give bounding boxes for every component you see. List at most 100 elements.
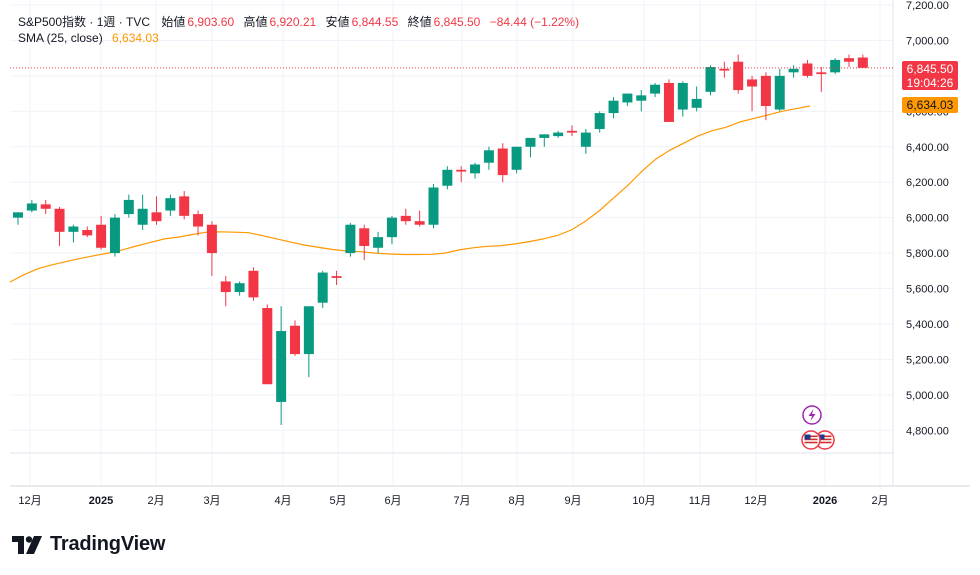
candle-body: [123, 199, 134, 215]
candle-body: [386, 217, 397, 238]
candle: [442, 166, 453, 190]
legend-sma[interactable]: SMA (25, close) 6,634.03: [18, 31, 161, 45]
us-flag-icon[interactable]: [801, 430, 821, 450]
tradingview-logo[interactable]: TradingView: [12, 533, 165, 556]
candle: [109, 214, 120, 257]
candle-body: [331, 276, 342, 278]
sma-label: SMA (25, close): [18, 31, 103, 45]
candle: [456, 166, 467, 183]
candle: [733, 54, 744, 94]
candle: [553, 130, 564, 138]
last-price-value: 6,845.50: [906, 62, 954, 76]
high-label: 高値: [243, 15, 268, 29]
candle: [26, 199, 37, 213]
chart-canvas[interactable]: 7,200.007,000.006,800.006,600.006,400.00…: [0, 0, 980, 520]
candle-body: [54, 208, 65, 232]
candle: [802, 59, 813, 78]
time-tick-label: 12月: [744, 495, 767, 507]
candle-body: [857, 57, 868, 68]
candle: [68, 224, 79, 243]
sma-price-value: 6,634.03: [906, 98, 954, 112]
candle-body: [691, 98, 702, 108]
candle: [774, 68, 785, 112]
candle-body: [96, 224, 107, 248]
candle-body: [40, 204, 51, 209]
candle: [345, 222, 356, 257]
close-value: 6,845.50: [433, 15, 481, 29]
candle: [567, 125, 577, 137]
candle: [663, 79, 674, 122]
price-tick-label: 5,600.00: [906, 284, 949, 296]
candle-body: [525, 137, 536, 147]
open-value: 6,903.60: [187, 15, 235, 29]
price-tick-label: 6,000.00: [906, 213, 949, 225]
price-tick-label: 5,400.00: [906, 319, 949, 331]
high-value: 6,920.21: [269, 15, 317, 29]
brand-name: TradingView: [50, 533, 166, 555]
time-tick-label: 9月: [564, 495, 581, 507]
candle: [844, 54, 854, 68]
candle-body: [511, 146, 522, 170]
candle-body: [470, 164, 481, 174]
candle-body: [760, 75, 771, 107]
price-tick-label: 4,800.00: [906, 425, 949, 437]
candle-body: [677, 82, 688, 110]
candle-body: [663, 82, 674, 122]
candle-body: [442, 169, 453, 186]
candle-body: [483, 150, 494, 163]
candle: [303, 306, 314, 378]
price-tick-label: 7,000.00: [906, 35, 949, 47]
candle-body: [594, 113, 605, 130]
candle: [511, 146, 522, 174]
candle: [220, 276, 231, 307]
sma-price-tag: 6,634.03: [902, 97, 958, 113]
close-label: 終値: [407, 15, 432, 29]
candle: [636, 90, 647, 112]
candle-body: [719, 68, 730, 71]
time-tick-label: 8月: [508, 495, 525, 507]
candle-body: [137, 208, 148, 225]
candle-body: [539, 134, 550, 138]
chart-area[interactable]: 7,200.007,000.006,800.006,600.006,400.00…: [0, 0, 980, 520]
candle-body: [400, 215, 411, 222]
candle: [82, 226, 93, 238]
symbol-title[interactable]: S&P500指数 · 1週 · TVC: [18, 15, 151, 29]
candle: [594, 111, 605, 133]
candle: [373, 231, 384, 254]
time-tick-label: 12月: [18, 495, 41, 507]
candle-body: [345, 224, 356, 254]
candle: [13, 212, 23, 225]
candle-body: [456, 169, 467, 172]
price-tick-label: 5,200.00: [906, 354, 949, 366]
candle: [96, 215, 107, 250]
candle: [206, 221, 217, 277]
candle-body: [705, 67, 716, 92]
candle: [830, 58, 841, 75]
candle-body: [262, 308, 273, 385]
candle: [428, 183, 439, 229]
low-label: 安値: [325, 15, 350, 29]
candle-body: [774, 75, 785, 110]
sma-polyline: [9, 105, 811, 283]
legend-ohlc: S&P500指数 · 1週 · TVC 始値 6,903.60 高値 6,920.2…: [18, 13, 581, 30]
candle-body: [303, 306, 314, 355]
lightning-event-icon[interactable]: [802, 405, 822, 425]
candle: [359, 224, 370, 261]
candle-body: [733, 61, 744, 91]
tradingview-mark-icon: [12, 535, 42, 554]
candle-body: [179, 196, 190, 216]
candle: [747, 75, 758, 112]
candle-body: [13, 212, 23, 218]
last-price-tag: 6,845.50 19:04:26: [902, 61, 958, 90]
candle: [151, 196, 162, 225]
candle-body: [193, 214, 204, 227]
time-tick-label: 5月: [329, 495, 346, 507]
time-tick-label: 4月: [274, 495, 291, 507]
candle-body: [26, 203, 37, 211]
candle-body: [414, 221, 425, 225]
candle-body: [165, 198, 176, 211]
low-value: 6,844.55: [351, 15, 399, 29]
time-axis[interactable]: 12月 2025 2月 3月 4月 5月 6月 7月 8月 9月 10月 11月 12月 2026 2月: [18, 495, 888, 507]
sma-value: 6,634.03: [112, 31, 159, 45]
candle-body: [844, 58, 854, 62]
